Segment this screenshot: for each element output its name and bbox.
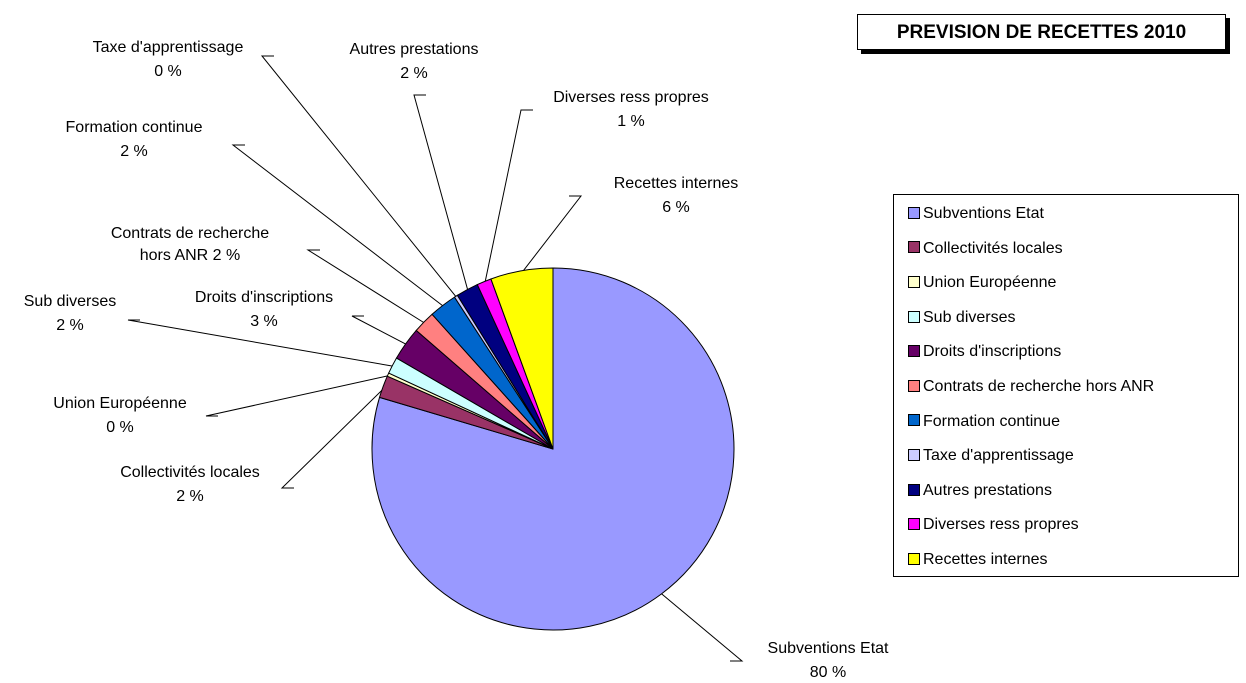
- slice-percent-label: 0 %: [154, 63, 182, 80]
- slice-label: Droits d'inscriptions 3 %: [195, 289, 333, 330]
- chart-title: PREVISION DE RECETTES 2010: [857, 14, 1226, 50]
- slice-label: Autres prestations 2 %: [350, 41, 479, 82]
- slice-percent-label: 2 %: [176, 488, 204, 505]
- leader-line: [260, 55, 458, 299]
- legend-item: Subventions Etat: [908, 204, 1044, 224]
- legend-item: Sub diverses: [908, 308, 1016, 328]
- leader-line: [659, 592, 744, 662]
- slice-label: Collectivités locales 2 %: [120, 464, 260, 505]
- leader-line: [127, 319, 395, 367]
- slice-label: Diverses ress propres 1 %: [553, 89, 709, 130]
- legend-swatch: [908, 345, 920, 358]
- slice-label: Sub diverses 2 %: [24, 293, 117, 334]
- slice-percent-label: 1 %: [617, 113, 645, 130]
- legend-label: Recettes internes: [923, 551, 1048, 568]
- slice-label: Recettes internes 6 %: [614, 175, 739, 216]
- legend-item: Contrats de recherche hors ANR: [908, 377, 1154, 397]
- leader-line: [521, 195, 583, 274]
- slice-percent-label: 2 %: [400, 65, 428, 82]
- slice-percent-label: 6 %: [662, 199, 690, 216]
- legend-item: Union Européenne: [908, 273, 1056, 293]
- legend-item: Collectivités locales: [908, 239, 1063, 259]
- slice-percent-label: 80 %: [810, 664, 846, 681]
- legend-label: Taxe d'apprentissage: [923, 447, 1074, 465]
- slice-label: Taxe d'apprentissage 0 %: [93, 39, 244, 80]
- leader-line: [280, 386, 386, 489]
- legend-swatch: [908, 414, 920, 427]
- leader-line: [306, 249, 426, 324]
- slice-label: Union Européenne 0 %: [53, 395, 187, 436]
- legend-item: Taxe d'apprentissage: [908, 446, 1074, 466]
- pie-slice: [490, 267, 554, 450]
- legend-label: Sub diverses: [923, 308, 1016, 326]
- legend-swatch: [908, 379, 920, 392]
- slice-percent-label: hors ANR 2 %: [140, 247, 240, 264]
- legend-item: Diverses ress propres: [908, 515, 1079, 535]
- legend-item: Autres prestations: [908, 481, 1052, 501]
- legend-swatch: [908, 552, 920, 565]
- slice-label: Formation continue 2 %: [66, 119, 203, 160]
- legend-swatch: [908, 518, 920, 531]
- legend-swatch: [908, 206, 920, 219]
- legend-label: Formation continue: [923, 412, 1060, 430]
- legend-item: Droits d'inscriptions: [908, 342, 1061, 362]
- slice-percent-label: 0 %: [106, 419, 134, 436]
- legend-swatch: [908, 310, 920, 323]
- legend-item: Recettes internes: [908, 550, 1048, 570]
- chart-legend: Subventions Etat Collectivités locales Uni…: [893, 194, 1239, 577]
- leader-line: [205, 374, 390, 417]
- legend-swatch: [908, 448, 920, 461]
- leader-line: [351, 315, 408, 346]
- legend-label: Collectivités locales: [923, 239, 1063, 257]
- leader-line: [484, 109, 533, 284]
- legend-label: Contrats de recherche hors ANR: [923, 378, 1155, 395]
- legend-label: Droits d'inscriptions: [923, 343, 1062, 361]
- legend-label: Union Européenne: [923, 274, 1057, 292]
- legend-label: Autres prestations: [923, 481, 1052, 499]
- slice-percent-label: 3 %: [250, 313, 278, 330]
- legend-item: Formation continue: [908, 412, 1060, 432]
- legend-swatch: [908, 241, 920, 254]
- leader-line: [413, 94, 469, 292]
- slice-percent-label: 2 %: [120, 143, 148, 160]
- slice-percent-label: 2 %: [56, 317, 84, 334]
- legend-swatch: [908, 275, 920, 288]
- slice-label: Subventions Etat 80 %: [768, 640, 890, 681]
- legend-swatch: [908, 483, 920, 496]
- legend-label: Diverses ress propres: [923, 516, 1079, 534]
- legend-label: Subventions Etat: [923, 205, 1044, 222]
- leader-line: [231, 144, 445, 308]
- slice-label: Contrats de recherche hors ANR 2 %: [111, 225, 269, 264]
